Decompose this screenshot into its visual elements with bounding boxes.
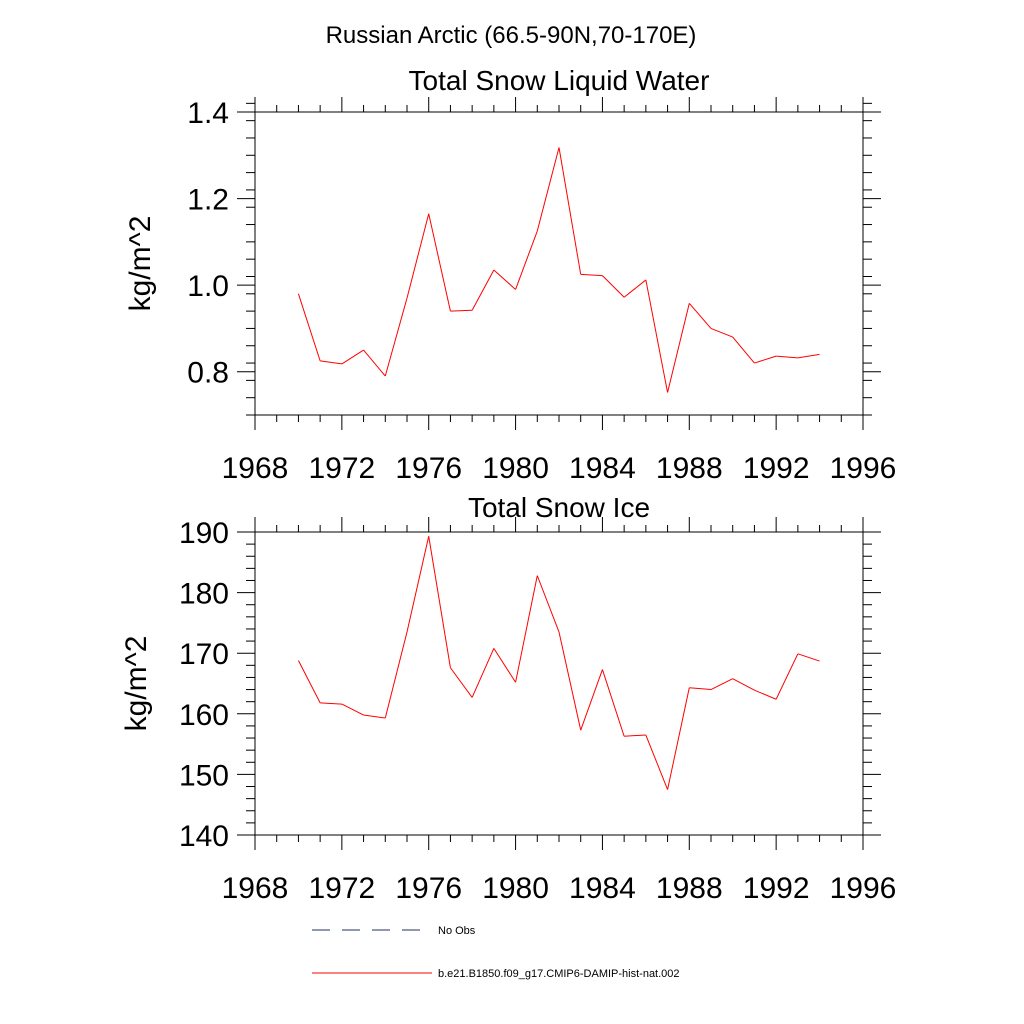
series-segment xyxy=(624,734,646,737)
series-segment xyxy=(776,355,798,359)
series-segment xyxy=(450,667,473,698)
series-segment xyxy=(406,213,430,299)
y-tick-label: 160 xyxy=(179,699,229,732)
y-tick-label: 140 xyxy=(179,820,229,853)
series-segment xyxy=(601,669,625,737)
series-segment xyxy=(775,653,799,700)
series-segment xyxy=(320,360,342,365)
x-tick-label: 1980 xyxy=(482,452,549,485)
x-tick-label: 1996 xyxy=(830,452,897,485)
legend-label-model-run: b.e21.B1850.f09_g17.CMIP6-DAMIP-hist-nat… xyxy=(438,968,680,980)
series-segment xyxy=(428,536,451,668)
series-segment xyxy=(471,269,495,311)
legend: No Obs b.e21.B1850.f09_g17.CMIP6-DAMIP-h… xyxy=(312,925,680,980)
series-segment xyxy=(428,213,451,312)
series-segment xyxy=(363,714,386,719)
series-segment xyxy=(384,631,408,719)
panel-title: Total Snow Ice xyxy=(468,492,650,523)
x-tick-label: 1992 xyxy=(743,452,810,485)
series-segment xyxy=(320,702,342,705)
series-segment xyxy=(580,273,603,277)
series-segment xyxy=(645,279,669,393)
y-axis-label: kg/m^2 xyxy=(124,216,157,312)
plot-frame xyxy=(254,111,864,416)
series-segment xyxy=(493,269,516,290)
y-tick-label: 0.8 xyxy=(187,357,229,390)
series-segment xyxy=(536,147,560,232)
y-tick-label: 150 xyxy=(179,759,229,792)
series-segment xyxy=(688,302,712,329)
series-segment xyxy=(710,678,733,691)
x-tick-label: 1972 xyxy=(308,872,375,905)
series-segment xyxy=(493,648,516,683)
figure-title: Russian Arctic (66.5-90N,70-170E) xyxy=(326,22,697,49)
series-segment xyxy=(536,575,560,633)
series-segment xyxy=(297,660,321,704)
series-segment xyxy=(602,275,625,298)
x-tick-label: 1976 xyxy=(395,872,462,905)
series-segment xyxy=(341,703,364,716)
series-segment xyxy=(754,355,777,364)
series-segment xyxy=(710,327,733,338)
series-segment xyxy=(515,230,538,290)
x-tick-label: 1984 xyxy=(569,872,636,905)
x-tick-label: 1984 xyxy=(569,452,636,485)
y-tick-label: 190 xyxy=(179,517,229,550)
series-segment xyxy=(558,631,582,731)
x-tick-label: 1968 xyxy=(222,452,289,485)
series-segment xyxy=(732,336,755,364)
x-tick-label: 1980 xyxy=(482,872,549,905)
series-segment xyxy=(471,648,495,698)
panel-title: Total Snow Liquid Water xyxy=(409,65,710,96)
y-tick-label: 180 xyxy=(179,578,229,611)
series-segment xyxy=(797,353,820,359)
series-segment xyxy=(341,349,364,365)
series-segment xyxy=(667,303,690,393)
y-tick-label: 1.4 xyxy=(187,97,229,130)
x-tick-label: 1988 xyxy=(656,452,723,485)
x-tick-label: 1992 xyxy=(743,872,810,905)
series-segment xyxy=(558,147,582,275)
x-tick-label: 1972 xyxy=(308,452,375,485)
legend-label-no-obs: No Obs xyxy=(438,925,476,937)
series-segment xyxy=(797,653,820,662)
series-segment xyxy=(515,575,538,683)
series-segment xyxy=(450,309,473,312)
x-tick-label: 1976 xyxy=(395,452,462,485)
series-segment xyxy=(645,734,669,790)
x-tick-label: 1996 xyxy=(830,872,897,905)
series-segment xyxy=(623,279,647,298)
y-tick-label: 170 xyxy=(179,638,229,671)
series-segment xyxy=(406,536,430,633)
series-segment xyxy=(732,678,755,691)
snow-ice-panel: Total Snow Ice kg/m^2 1968 1972 1976 1980 1984… xyxy=(120,492,896,905)
series-segment xyxy=(667,687,690,790)
y-tick-label: 1.0 xyxy=(187,270,229,303)
series-segment xyxy=(384,297,408,377)
series-segment xyxy=(754,689,777,700)
x-tick-label: 1968 xyxy=(222,872,289,905)
plot-frame xyxy=(254,531,864,836)
data-series xyxy=(297,147,820,393)
snow-liquid-water-panel: Total Snow Liquid Water kg/m^2 1968 1972 197… xyxy=(124,65,896,485)
series-segment xyxy=(689,687,712,691)
series-segment xyxy=(297,293,321,362)
series-segment xyxy=(580,669,603,731)
y-tick-label: 1.2 xyxy=(187,184,229,217)
data-series xyxy=(297,536,820,790)
series-segment xyxy=(363,349,386,377)
y-axis-label: kg/m^2 xyxy=(120,636,153,732)
x-tick-label: 1988 xyxy=(656,872,723,905)
